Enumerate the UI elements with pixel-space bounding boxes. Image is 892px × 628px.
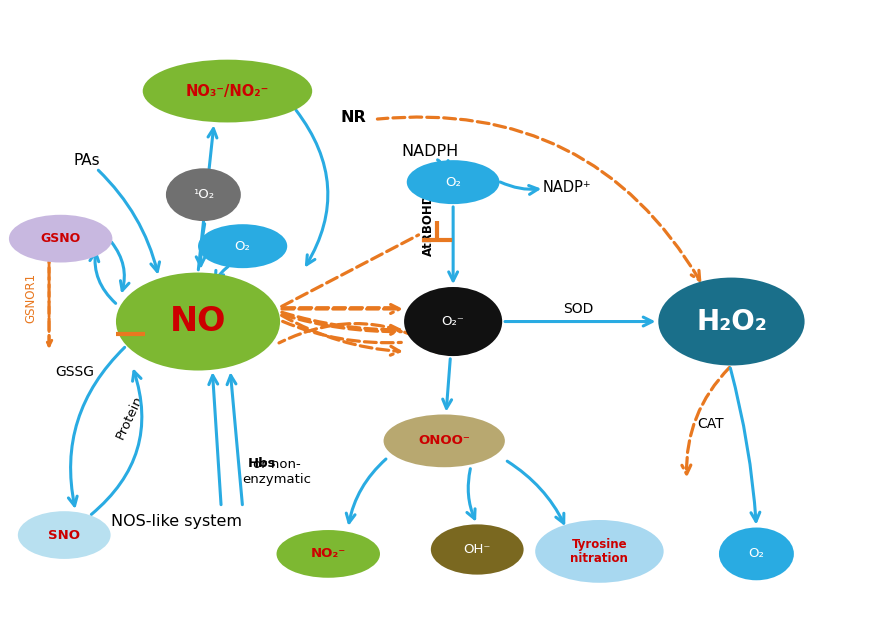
Ellipse shape [198,224,287,268]
Ellipse shape [9,215,112,263]
Ellipse shape [658,278,805,365]
Text: Tyrosine
nitration: Tyrosine nitration [571,538,628,565]
FancyArrowPatch shape [296,110,328,265]
Text: NOS-like system: NOS-like system [112,514,242,529]
Ellipse shape [18,511,111,559]
FancyArrowPatch shape [282,305,400,313]
Text: NO: NO [169,305,227,338]
FancyArrowPatch shape [467,468,475,519]
FancyArrowPatch shape [196,224,205,266]
FancyArrowPatch shape [682,367,730,474]
Text: NADPH: NADPH [401,144,458,159]
FancyArrowPatch shape [505,317,652,326]
Ellipse shape [116,273,280,371]
Ellipse shape [719,528,794,580]
Text: O₂: O₂ [445,176,461,188]
Text: O₂⁻: O₂⁻ [442,315,465,328]
FancyArrowPatch shape [508,461,564,523]
Text: SNO: SNO [48,529,80,541]
FancyArrowPatch shape [346,459,386,522]
FancyArrowPatch shape [209,376,221,505]
Text: or non-
enzymatic: or non- enzymatic [242,458,311,486]
Text: SOD: SOD [563,301,593,316]
FancyArrowPatch shape [198,129,217,270]
FancyArrowPatch shape [500,182,538,194]
FancyArrowPatch shape [91,371,142,514]
Ellipse shape [535,520,664,583]
Ellipse shape [384,414,505,467]
FancyArrowPatch shape [283,322,401,343]
Ellipse shape [166,168,241,221]
Text: O₂: O₂ [748,548,764,560]
Ellipse shape [143,60,312,122]
Text: ONOO⁻: ONOO⁻ [418,435,470,447]
FancyArrowPatch shape [227,376,243,505]
FancyArrowPatch shape [731,368,760,521]
FancyArrowPatch shape [215,267,228,280]
Text: NR: NR [341,111,367,126]
FancyArrowPatch shape [438,160,448,170]
Ellipse shape [431,524,524,575]
Text: GSSG: GSSG [55,364,95,379]
FancyArrowPatch shape [377,117,699,280]
FancyArrowPatch shape [442,359,451,408]
FancyArrowPatch shape [112,242,129,291]
FancyArrowPatch shape [282,315,400,355]
Text: Hbs: Hbs [248,457,277,470]
Ellipse shape [277,530,380,578]
Text: H₂O₂: H₂O₂ [696,308,767,335]
FancyArrowPatch shape [90,252,116,303]
Text: AtRBOHD: AtRBOHD [422,193,434,256]
Text: NO₃⁻/NO₂⁻: NO₃⁻/NO₂⁻ [186,84,269,99]
Text: ¹O₂: ¹O₂ [193,188,214,201]
Text: GSNO: GSNO [40,232,81,245]
FancyArrowPatch shape [279,323,445,353]
Text: GSNOR1: GSNOR1 [25,273,37,323]
FancyArrowPatch shape [282,312,400,334]
FancyArrowPatch shape [98,170,160,271]
FancyArrowPatch shape [282,235,418,306]
Text: Protein: Protein [113,394,145,441]
FancyArrowPatch shape [283,315,401,332]
Text: O₂: O₂ [235,240,251,252]
Text: PAs: PAs [73,153,100,168]
Text: NO₂⁻: NO₂⁻ [310,548,346,560]
FancyArrowPatch shape [69,347,125,506]
Ellipse shape [407,160,500,204]
Text: OH⁻: OH⁻ [464,543,491,556]
FancyArrowPatch shape [449,207,458,281]
Text: NADP⁺: NADP⁺ [542,180,591,195]
Text: CAT: CAT [698,417,724,431]
Ellipse shape [404,287,502,356]
